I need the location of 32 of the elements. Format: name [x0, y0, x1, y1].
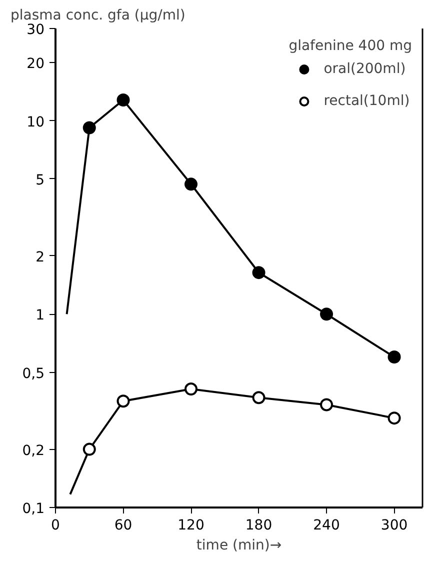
point	[388, 350, 401, 364]
point	[184, 178, 198, 191]
x-tick-label: 60	[114, 518, 132, 534]
point	[252, 266, 266, 280]
point	[320, 308, 334, 321]
y-tick-label: 5	[36, 172, 45, 188]
point	[320, 398, 334, 412]
y-tick-label: 20	[26, 56, 45, 72]
y-tick-label: 2	[36, 249, 45, 266]
point	[82, 442, 96, 456]
x-tick-label: 300	[380, 518, 408, 534]
y-tick-label: 1	[36, 308, 45, 324]
y-tick-label: 10	[26, 114, 45, 130]
legend-label: rectal(10ml)	[324, 93, 410, 109]
point	[184, 382, 198, 396]
y-tick-label: 0,2	[22, 442, 44, 459]
point	[82, 121, 96, 134]
x-tick-label: 0	[51, 518, 60, 534]
y-axis-title: plasma conc. gfa (µg/ml)	[10, 8, 186, 24]
y-tick-label: 30	[26, 22, 45, 38]
x-axis-title: time (min)→	[196, 538, 282, 554]
y-tick-label: 0,5	[22, 366, 44, 382]
y-tick-label: 0,1	[22, 501, 44, 517]
point	[388, 412, 401, 425]
x-tick-label: 240	[313, 518, 340, 534]
x-tick-label: 180	[245, 518, 272, 534]
legend-label: oral(200ml)	[324, 61, 406, 77]
x-tick-label: 120	[178, 518, 204, 534]
legend-title: glafenine 400 mg	[288, 38, 412, 54]
point	[116, 94, 130, 107]
point	[252, 391, 266, 404]
point	[116, 394, 130, 408]
